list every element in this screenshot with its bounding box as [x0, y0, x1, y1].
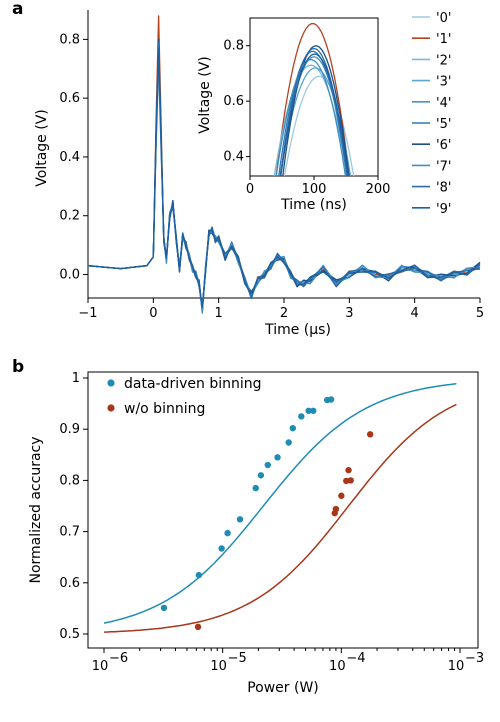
inset-y-tick-label: 0.4 [223, 150, 244, 165]
data-point-0-2 [218, 545, 225, 552]
inset-y-tick-label: 0.8 [223, 39, 244, 54]
y-tick-label: 0.2 [59, 209, 80, 224]
legend-label-1: w/o binning [124, 401, 205, 417]
x-tick-exponent: −6 [109, 651, 128, 666]
y-tick-label: 0.7 [59, 525, 80, 540]
x-tick-label: −1 [78, 306, 97, 321]
y-tick-label: 0.9 [59, 422, 80, 437]
inset-curve-4 [279, 56, 349, 176]
data-point-1-6 [347, 477, 354, 484]
inset-x-tick-label: 100 [302, 182, 327, 197]
y-tick-label: 0.6 [59, 91, 80, 106]
data-point-1-0 [194, 623, 202, 631]
data-point-0-6 [257, 472, 265, 479]
data-point-0-4 [236, 516, 244, 523]
panel-a-label: a [12, 0, 23, 19]
inset-x-tick-label: 200 [366, 182, 391, 197]
x-tick-label: 2 [280, 306, 288, 321]
legend-marker-0 [107, 379, 115, 387]
data-point-0-8 [274, 454, 281, 461]
x-tick-exponent: −4 [346, 651, 365, 666]
inset-x-tick-label: 0 [246, 182, 254, 197]
x-tick-label: 1 [215, 306, 223, 321]
legend-label-1: '1' [436, 32, 451, 47]
fit-line-1 [103, 403, 457, 633]
legend-label-8: '8' [436, 181, 451, 196]
legend-label-4: '4' [436, 96, 451, 111]
inset-curve-0 [283, 75, 355, 176]
y-tick-label: 0.8 [59, 473, 80, 488]
inset-curve-6 [282, 45, 350, 176]
data-point-0-0 [160, 604, 168, 612]
x-tick-label: 5 [476, 306, 484, 321]
data-point-0-7 [264, 461, 271, 469]
inset-curve-7 [275, 58, 347, 176]
panel-a-inset: 0 100 200 0.4 0.6 0.8 Time (ns) Voltage (V) [197, 17, 391, 213]
inset-y-axis-label: Voltage (V) [197, 56, 213, 133]
data-point-0-5 [252, 484, 259, 492]
y-tick-label: 0.6 [59, 576, 80, 591]
data-point-1-3 [338, 492, 345, 499]
y-axis-label: Normalized accuracy [28, 436, 44, 583]
panel-b-label: b [12, 357, 24, 377]
y-tick-label: 0.8 [59, 32, 80, 47]
x-tick-exponent: −3 [465, 651, 484, 666]
legend-label-7: '7' [436, 159, 451, 174]
data-point-0-3 [224, 529, 231, 537]
fit-line-0 [103, 382, 457, 624]
legend-label-0: '0' [436, 11, 451, 26]
inset-curve-8 [279, 47, 349, 176]
data-point-1-5 [345, 466, 352, 474]
panel-a-plot: −1 0 1 2 3 4 5 0.0 0.2 0.4 0.6 0.8 Time (µs) Voltage … [34, 10, 484, 338]
inset-curves [273, 23, 355, 176]
legend-marker-1 [107, 404, 115, 412]
x-tick-exponent: −5 [228, 651, 247, 666]
legend-label-2: '2' [436, 53, 451, 68]
inset-curve-3 [279, 67, 352, 176]
data-point-0-13 [310, 407, 317, 414]
x-tick-label: 4 [411, 306, 419, 321]
data-point-0-12 [305, 407, 312, 414]
inset-curve-2 [273, 64, 349, 176]
inset-y-tick-label: 0.6 [223, 94, 244, 109]
y-axis-label: Voltage (V) [34, 109, 50, 186]
inset-frame [249, 17, 379, 177]
inset-x-axis-label: Time (ns) [280, 197, 347, 213]
y-tick-label: 0.4 [59, 150, 80, 165]
data-point-0-11 [298, 413, 305, 420]
x-axis-label: Power (W) [247, 680, 319, 696]
panel-b-legend: data-driven binning w/o binning [107, 376, 262, 417]
data-point-0-10 [289, 424, 297, 432]
panel-a-legend: '0' '1' '2' '3' '4' '5' '6' '7' '8' '9' [412, 11, 451, 217]
legend-label-9: '9' [436, 202, 451, 217]
x-tick-label: 3 [345, 306, 353, 321]
y-tick-label: 1 [72, 371, 80, 386]
series-line-9 [87, 47, 481, 309]
x-tick-label: 10 [448, 659, 465, 674]
x-tick-label: 10 [210, 659, 227, 674]
x-tick-label: 10 [92, 659, 109, 674]
y-tick-label: 0.5 [59, 627, 80, 642]
data-point-1-7 [366, 431, 374, 438]
legend-label-0: data-driven binning [124, 376, 262, 392]
y-tick-label: 0.0 [59, 267, 80, 282]
x-tick-label: 0 [149, 306, 157, 321]
x-axis-label: Time (µs) [264, 322, 331, 338]
inset-curve-1 [275, 23, 350, 176]
data-point-0-1 [195, 571, 203, 579]
data-point-0-15 [327, 396, 335, 403]
data-point-0-9 [285, 439, 292, 446]
data-point-1-2 [332, 505, 340, 513]
legend-label-5: '5' [436, 117, 451, 132]
legend-label-6: '6' [436, 138, 451, 153]
inset-curve-5 [278, 50, 348, 176]
inset-curve-9 [280, 53, 350, 176]
plot-frame [87, 371, 479, 649]
x-tick-label: 10 [329, 659, 346, 674]
legend-label-3: '3' [436, 75, 451, 90]
